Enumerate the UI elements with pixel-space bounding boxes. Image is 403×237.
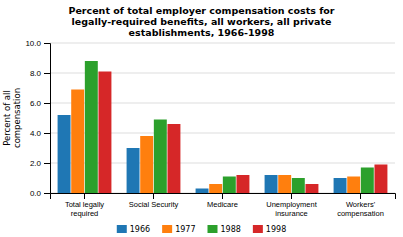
legend-label: 1988 xyxy=(221,225,241,234)
tick-mark xyxy=(44,103,50,104)
tick-label-line: insurance xyxy=(275,209,308,218)
legend-label: 1966 xyxy=(130,225,150,234)
legend-item: 1988 xyxy=(208,225,241,234)
chart: Percent of total employer compensation c… xyxy=(0,0,403,237)
tick-label: Social Security xyxy=(129,200,179,209)
y-axis-label-line: compensation xyxy=(12,88,22,148)
grid xyxy=(50,43,395,193)
bar xyxy=(292,178,305,193)
tick-label: Medicare xyxy=(207,200,238,209)
plot: 0.0 2.0 4.0 6.0 8.0 10.0 Total legallyrequired… xyxy=(25,39,395,218)
grid-line xyxy=(50,43,395,44)
tick: 6.0 xyxy=(30,99,50,108)
bar xyxy=(347,177,360,194)
bar xyxy=(58,115,71,193)
tick-mark xyxy=(153,193,154,199)
tick-label: 2.0 xyxy=(30,159,42,168)
tick: Total legallyrequired xyxy=(65,193,104,218)
tick-mark xyxy=(84,193,85,199)
tick-mark xyxy=(44,193,50,194)
bar xyxy=(98,72,111,194)
tick: Workers'compensation xyxy=(337,193,384,218)
legend-item: 1998 xyxy=(253,225,286,234)
bar xyxy=(334,178,347,193)
bar xyxy=(154,120,167,194)
tick-mark xyxy=(44,163,50,164)
tick: Social Security xyxy=(129,193,179,209)
legend-swatch xyxy=(117,225,127,233)
tick-label: Unemploymentinsurance xyxy=(266,200,317,217)
tick-label: Workers'compensation xyxy=(337,200,384,217)
bar xyxy=(236,175,249,193)
legend-label: 1998 xyxy=(266,225,286,234)
legend-swatch xyxy=(253,225,263,233)
tick-mark xyxy=(222,193,223,199)
bar xyxy=(305,184,318,193)
bar xyxy=(167,124,180,193)
bar xyxy=(209,184,222,193)
tick-mark xyxy=(44,73,50,74)
tick: 4.0 xyxy=(30,129,50,138)
tick: 2.0 xyxy=(30,159,50,168)
tick-label-line: Social Security xyxy=(129,200,179,209)
title-line: Percent of total employer compensation c… xyxy=(68,5,334,16)
bar xyxy=(140,136,153,193)
bar xyxy=(278,175,291,193)
tick-label: 0.0 xyxy=(30,189,42,198)
bar xyxy=(374,165,387,194)
tick: 8.0 xyxy=(30,69,50,78)
x-axis: Total legallyrequired Social Security Medi… xyxy=(51,193,396,218)
tick-mark xyxy=(360,193,361,199)
tick-mark xyxy=(291,193,292,199)
series xyxy=(71,90,360,194)
bars xyxy=(58,61,388,193)
tick-mark xyxy=(44,43,50,44)
legend-swatch xyxy=(208,225,218,233)
tick-label: 8.0 xyxy=(30,69,42,78)
series xyxy=(85,61,374,193)
tick-label-line: Medicare xyxy=(207,200,238,209)
bar xyxy=(85,61,98,193)
legend-swatch xyxy=(162,225,172,233)
bar xyxy=(196,189,209,194)
y-axis: 0.0 2.0 4.0 6.0 8.0 10.0 xyxy=(25,39,50,198)
bar xyxy=(223,177,236,194)
series xyxy=(98,72,387,194)
tick-label: 10.0 xyxy=(25,39,41,48)
axis-line xyxy=(51,194,396,200)
bar xyxy=(265,175,278,193)
tick-mark xyxy=(44,133,50,134)
tick-label: Total legallyrequired xyxy=(65,200,104,217)
tick-label-line: compensation xyxy=(337,209,384,218)
tick: 0.0 xyxy=(30,189,50,198)
tick-label: 4.0 xyxy=(30,129,42,138)
legend-item: 1977 xyxy=(162,225,195,234)
legend: 1966 1977 1988 1998 xyxy=(117,225,286,234)
tick: Unemploymentinsurance xyxy=(266,193,317,218)
tick: Medicare xyxy=(207,193,238,209)
tick-label-line: required xyxy=(71,209,99,218)
title-line: legally-required benefits, all workers, … xyxy=(72,16,332,27)
bar xyxy=(361,168,374,194)
tick-label: 6.0 xyxy=(30,99,42,108)
y-axis-label: Percent of allcompensation xyxy=(2,88,21,148)
bar xyxy=(127,148,140,193)
bar xyxy=(71,90,84,194)
legend-label: 1977 xyxy=(175,225,195,234)
axis-line xyxy=(44,44,51,194)
title: Percent of total employer compensation c… xyxy=(68,5,334,38)
title-line: establishments, 1966-1998 xyxy=(129,27,275,38)
tick: 10.0 xyxy=(25,39,50,48)
legend-item: 1966 xyxy=(117,225,150,234)
